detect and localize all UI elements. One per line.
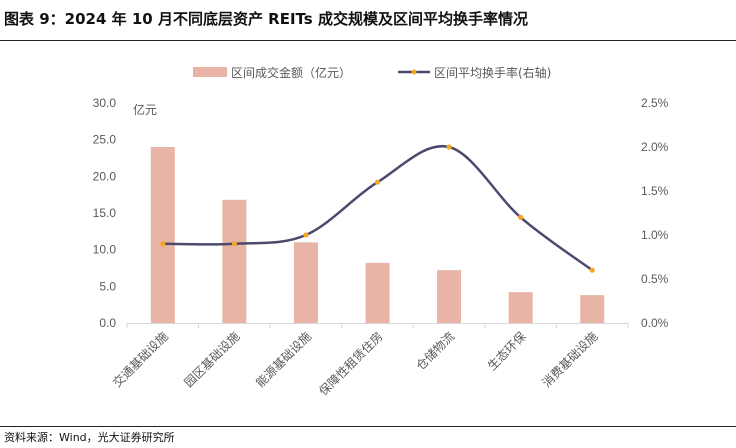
category-label: 仓储物流 [413,329,458,374]
chart-title: 图表 9：2024 年 10 月不同底层资产 REITs 成交规模及区间平均换手… [4,10,528,28]
line-marker [589,267,595,273]
source-note: 资料来源：Wind，光大证券研究所 [4,431,175,444]
right-axis-tick: 1.5% [641,184,669,198]
right-axis-tick: 0.0% [641,316,669,330]
line-marker [446,144,452,150]
left-axis-tick: 15.0 [93,206,117,220]
legend-line-marker [411,69,417,75]
left-axis-tick: 20.0 [93,169,117,183]
left-axis-tick: 0.0 [99,316,116,330]
category-label: 能源基础设施 [253,329,314,390]
line-marker [518,214,524,220]
bar [150,147,175,323]
bar [508,292,533,323]
category-label: 园区基础设施 [182,329,243,390]
left-axis-tick: 5.0 [99,279,116,293]
category-label: 交通基础设施 [109,329,171,391]
title-divider [0,40,736,41]
bar [437,270,462,323]
legend-bar-label: 区间成交金额（亿元） [231,65,351,80]
left-axis-tick: 10.0 [93,243,117,257]
category-label: 消费基础设施 [540,329,601,390]
bar [365,262,390,323]
right-axis-tick: 0.5% [641,272,669,286]
right-axis-tick: 2.0% [641,140,669,154]
legend-bar-swatch [193,67,227,77]
bar [580,295,605,323]
left-axis-tick: 25.0 [93,133,117,147]
source-divider [0,426,736,427]
right-axis-tick: 1.0% [641,228,669,242]
category-label: 生态环保 [485,329,529,373]
line-marker [374,179,381,185]
line-marker [160,241,166,247]
right-axis-tick: 2.5% [641,96,669,110]
bar [222,199,247,323]
category-label: 保障性租赁住房 [316,329,386,399]
legend-line-label: 区间平均换手率(右轴) [434,65,551,80]
left-axis-tick: 30.0 [93,96,117,110]
line-marker [303,232,309,238]
line-marker [231,241,237,247]
bar [293,242,318,323]
left-axis-unit: 亿元 [133,102,157,117]
